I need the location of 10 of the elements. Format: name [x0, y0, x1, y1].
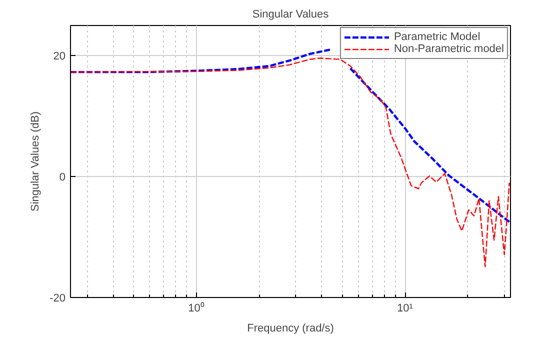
y-tick-label: 20: [53, 50, 66, 63]
legend-label: Non-Parametric model: [394, 43, 504, 55]
x-axis-title: Frequency (rad/s): [247, 322, 334, 334]
y-axis-title: Singular Values (dB): [30, 111, 42, 212]
x-tick-label: 10¹: [397, 302, 414, 314]
x-tick-label: 10⁰: [188, 302, 204, 314]
chart-title: Singular Values: [252, 8, 330, 20]
legend-label: Parametric Model: [394, 31, 480, 43]
y-tick-label: -20: [50, 292, 66, 304]
y-tick-label: 0: [59, 172, 66, 184]
